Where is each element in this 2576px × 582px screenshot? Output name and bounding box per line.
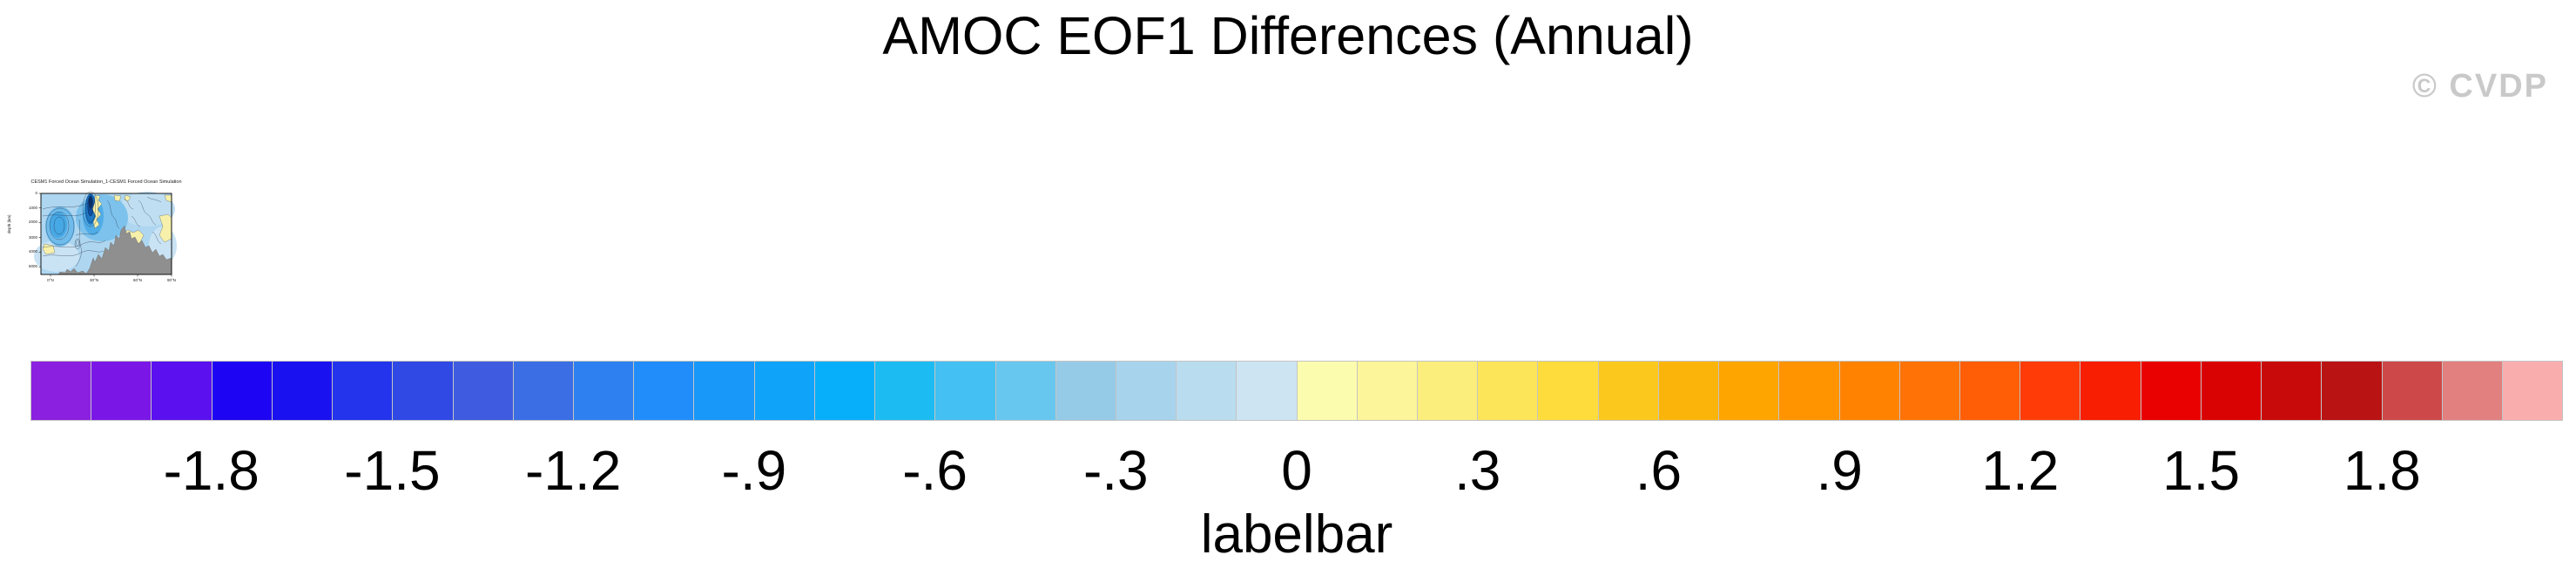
mini-y-tick-label: 5000	[28, 264, 37, 269]
colorbar-box	[31, 362, 92, 420]
amoc-contour-plot	[34, 191, 177, 277]
colorbar	[30, 361, 2563, 421]
colorbar-box	[2020, 362, 2081, 420]
colorbar-tick-label: .6	[1635, 439, 1682, 502]
colorbar-box	[754, 362, 815, 420]
colorbar-box	[935, 362, 996, 420]
mini-y-tick-label: 1000	[28, 205, 37, 210]
colorbar-box	[1538, 362, 1599, 420]
colorbar-tick-label: 1.2	[1981, 439, 2060, 502]
colorbar-box	[573, 362, 635, 420]
colorbar-box	[875, 362, 936, 420]
colorbar-box	[2080, 362, 2141, 420]
colorbar-tick-label: 0	[1281, 439, 1312, 502]
colorbar-box	[212, 362, 273, 420]
colorbar-box	[453, 362, 514, 420]
colorbar-tick-label: 1.8	[2343, 439, 2421, 502]
mini-panel-title: CESM1 Forced Ocean Simulation_1-CESM1 Fo…	[30, 179, 182, 185]
colorbar-box	[513, 362, 574, 420]
colorbar-box	[634, 362, 695, 420]
mini-y-tick-label: 2000	[28, 220, 37, 225]
colorbar-ticks: -1.8 -1.5 -1.2 -.9 -.6 -.3 0 .3 .6 .9 1.2 1.5 1.8	[0, 438, 2576, 502]
colorbar-box	[1297, 362, 1358, 420]
colorbar-box	[2201, 362, 2262, 420]
colorbar-box	[1658, 362, 1720, 420]
colorbar-box	[1357, 362, 1419, 420]
colorbar-box	[1237, 362, 1298, 420]
colorbar-box	[272, 362, 334, 420]
mini-x-tick-label: 0°N	[47, 278, 54, 282]
colorbar-box	[694, 362, 755, 420]
mini-panel: CESM1 Forced Ocean Simulation_1-CESM1 Fo…	[0, 174, 226, 296]
colorbar-box	[393, 362, 454, 420]
colorbar-box	[1116, 362, 1177, 420]
colorbar-box	[1478, 362, 1539, 420]
mini-x-tick-label: 30°N	[90, 278, 99, 282]
colorbar-box	[2322, 362, 2383, 420]
colorbar-box	[814, 362, 876, 420]
colorbar-box	[2442, 362, 2503, 420]
colorbar-box	[1779, 362, 1840, 420]
colorbar-box	[1177, 362, 1237, 420]
mini-x-tick-label: 60°N	[132, 278, 143, 282]
page-title: AMOC EOF1 Differences (Annual)	[882, 6, 1694, 65]
mini-y-tick-label: 0	[35, 191, 37, 195]
colorbar-box	[1055, 362, 1116, 420]
colorbar-box	[995, 362, 1056, 420]
colorbar-box	[1899, 362, 1960, 420]
mini-y-tick-label: 4000	[28, 249, 37, 254]
colorbar-box	[2262, 362, 2323, 420]
labelbar-title: labelbar	[1200, 504, 1393, 565]
colorbar-box	[333, 362, 394, 420]
colorbar-box	[2382, 362, 2443, 420]
colorbar-tick-label: -.3	[1082, 439, 1149, 502]
colorbar-box	[91, 362, 152, 420]
colorbar-tick-label: .3	[1454, 439, 1501, 502]
colorbar-tick-label: 1.5	[2162, 439, 2241, 502]
colorbar-tick-label: -.6	[902, 439, 968, 502]
colorbar-box	[1598, 362, 1659, 420]
colorbar-box	[1418, 362, 1479, 420]
colorbar-tick-label: -.9	[721, 439, 787, 502]
cvdp-watermark: © CVDP	[2411, 68, 2548, 105]
colorbar-box	[1719, 362, 1780, 420]
colorbar-tick-label: -1.2	[525, 439, 622, 502]
colorbar-box	[1839, 362, 1900, 420]
colorbar-tick-label: -1.8	[163, 439, 260, 502]
mini-y-tick-label: 3000	[28, 234, 37, 240]
colorbar-box	[152, 362, 212, 420]
colorbar-box	[2141, 362, 2202, 420]
colorbar-tick-label: -1.5	[344, 439, 441, 502]
colorbar-tick-label: .9	[1816, 439, 1863, 502]
colorbar-box	[2502, 362, 2563, 420]
colorbar-box	[1960, 362, 2021, 420]
mini-x-tick-label: 90°N	[166, 278, 177, 282]
